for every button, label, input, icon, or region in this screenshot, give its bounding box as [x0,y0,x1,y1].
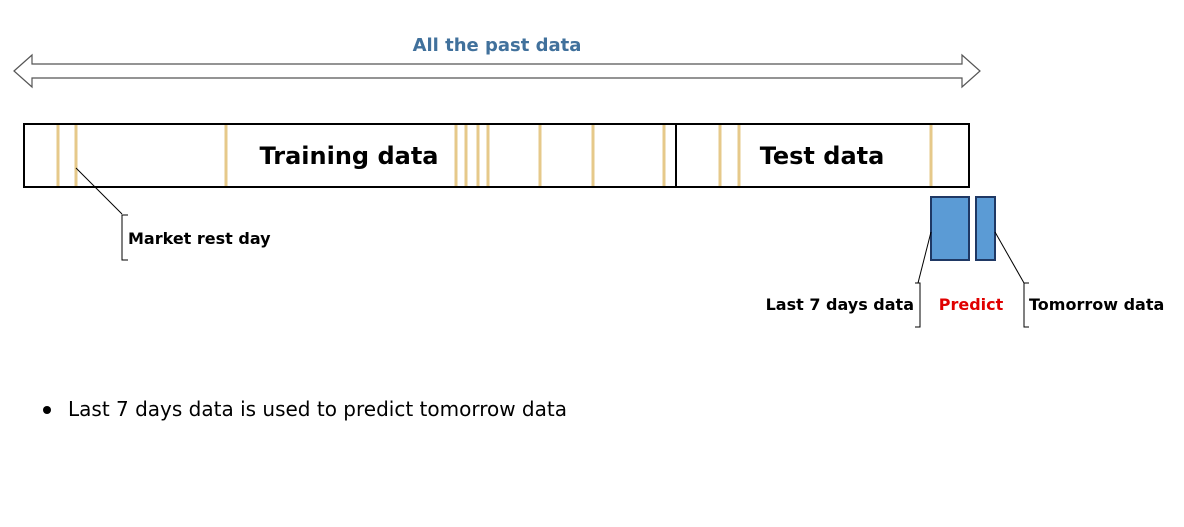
tomorrow-block [975,196,996,261]
bullet-dot [43,406,51,414]
last-7-days-bracket [915,282,921,328]
bullet-text: Last 7 days data is used to predict tomo… [68,397,567,421]
market-rest-pointer [75,167,123,215]
market-rest-bracket [121,214,128,261]
tomorrow-bracket [1023,282,1029,328]
test-data-label: Test data [760,142,885,170]
training-data-block [23,123,677,188]
diagram-title: All the past data [413,35,582,56]
last-7-days-label: Last 7 days data [766,295,914,314]
tomorrow-label: Tomorrow data [1029,295,1164,314]
market-rest-label: Market rest day [128,229,271,248]
market-rest-day-lines [56,125,933,186]
test-data-block [675,123,970,188]
predict-label: Predict [939,295,1004,314]
last-7-days-pointer [917,231,932,284]
training-data-label: Training data [260,142,439,170]
all-data-double-arrow [13,53,981,89]
tomorrow-pointer [994,231,1025,284]
last-7-days-block [930,196,970,261]
